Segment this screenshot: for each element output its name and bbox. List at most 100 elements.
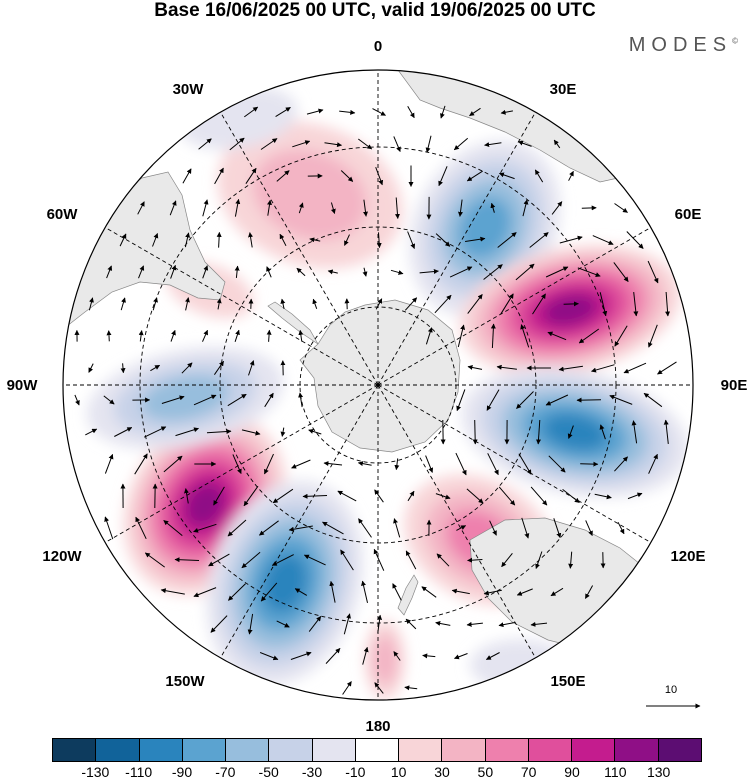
wind-vector xyxy=(456,525,467,531)
wind-vector xyxy=(303,554,326,566)
wind-vector xyxy=(599,292,608,317)
wind-vector xyxy=(551,201,563,215)
wind-vector xyxy=(577,267,601,277)
wind-vector xyxy=(275,106,291,118)
anomaly-contour xyxy=(542,413,608,451)
wind-vector xyxy=(229,137,245,151)
wind-vector xyxy=(643,392,663,408)
colorbar-tick-label: 30 xyxy=(434,764,450,780)
wind-vector xyxy=(436,553,450,567)
wind-vector xyxy=(344,234,350,246)
colorbar-swatch xyxy=(138,739,182,761)
wind-vector xyxy=(216,298,222,310)
wind-vector xyxy=(298,329,304,342)
wind-vector xyxy=(374,489,384,503)
colorbar-swatch xyxy=(268,739,312,761)
colorbar-swatch xyxy=(181,739,226,761)
wind-vector xyxy=(627,492,643,500)
colorbar-swatch xyxy=(225,739,269,761)
wind-vector xyxy=(202,199,209,217)
wind-vector xyxy=(500,293,514,315)
wind-vector xyxy=(567,425,574,439)
lon-label-120e: 120E xyxy=(670,548,705,565)
wind-vector xyxy=(435,493,451,500)
wind-vector xyxy=(363,199,368,217)
lon-label-0: 0 xyxy=(374,38,382,55)
wind-vector xyxy=(214,167,224,185)
colorbar-swatch xyxy=(527,739,572,761)
wind-vector xyxy=(243,485,259,507)
wind-vector xyxy=(144,552,165,568)
wind-vector xyxy=(490,323,496,349)
colorbar-tick-label: -30 xyxy=(301,764,323,780)
wind-vector xyxy=(500,109,513,115)
wind-vector xyxy=(114,427,133,437)
wind-vector xyxy=(340,170,354,182)
wind-vector xyxy=(623,362,647,374)
lon-label-180: 180 xyxy=(365,718,390,735)
wind-vector xyxy=(193,394,217,406)
colorbar-tick-label: 130 xyxy=(646,764,671,780)
wind-vector xyxy=(184,297,190,311)
wind-vector xyxy=(425,135,432,153)
wind-vector xyxy=(259,652,279,661)
wind-vector xyxy=(465,236,486,242)
anomaly-contour xyxy=(141,375,229,421)
wind-vector xyxy=(393,136,401,153)
wind-vector xyxy=(547,331,567,341)
wind-vector xyxy=(150,364,161,372)
wind-vector xyxy=(467,365,483,370)
wind-vector xyxy=(184,488,189,504)
wind-vector xyxy=(407,490,415,502)
wind-vector xyxy=(325,648,341,664)
wind-vector xyxy=(377,614,383,633)
colorbar-tick-label: -130 xyxy=(81,764,110,780)
wind-vector xyxy=(264,392,274,408)
wind-vector xyxy=(647,260,659,284)
wind-vector xyxy=(599,424,606,440)
wind-vector xyxy=(161,395,185,404)
wind-vector xyxy=(232,454,242,475)
polar-map: 0 30E 60E 90E 120E 150E 180 150W 120W 90… xyxy=(7,38,748,735)
anomaly-contour xyxy=(253,149,367,241)
wind-vector xyxy=(489,520,497,536)
wind-vector xyxy=(558,365,583,372)
wind-vector xyxy=(392,583,402,601)
colorbar-tick-label: 10 xyxy=(390,764,407,780)
lon-label-60e: 60E xyxy=(675,206,702,223)
wind-vector xyxy=(467,294,483,314)
wind-vector xyxy=(312,298,318,309)
wind-vector xyxy=(88,363,94,373)
wind-vector xyxy=(451,588,470,595)
wind-vector xyxy=(614,325,628,347)
wind-vector xyxy=(143,426,167,438)
wind-vector xyxy=(584,585,594,599)
wind-vector xyxy=(592,235,614,245)
wind-vector xyxy=(374,682,384,694)
wind-vector xyxy=(342,681,352,695)
colorbar-swatch xyxy=(53,739,96,761)
wind-vector xyxy=(405,550,417,570)
meridian-line xyxy=(377,384,652,543)
wind-vector xyxy=(308,616,322,632)
wind-vector xyxy=(425,327,433,345)
wind-vector xyxy=(501,552,513,568)
wind-vector xyxy=(228,583,246,601)
meridian-line xyxy=(220,384,379,659)
colorbar-tick-label: 110 xyxy=(604,764,627,780)
wind-vector xyxy=(292,140,311,148)
anomaly-contour xyxy=(458,197,512,259)
wind-vector xyxy=(435,620,451,626)
wind-vector xyxy=(362,646,369,665)
wind-vector xyxy=(530,486,548,506)
wind-vector xyxy=(407,106,415,119)
wind-vector xyxy=(594,493,612,500)
wind-vector xyxy=(182,168,192,184)
wind-vector xyxy=(213,486,225,506)
wind-vector xyxy=(306,108,324,115)
lon-label-30w: 30W xyxy=(173,81,205,98)
wind-vector xyxy=(532,293,546,315)
wind-vector xyxy=(648,453,658,474)
anomaly-contour xyxy=(262,553,308,613)
wind-vector xyxy=(135,516,147,540)
